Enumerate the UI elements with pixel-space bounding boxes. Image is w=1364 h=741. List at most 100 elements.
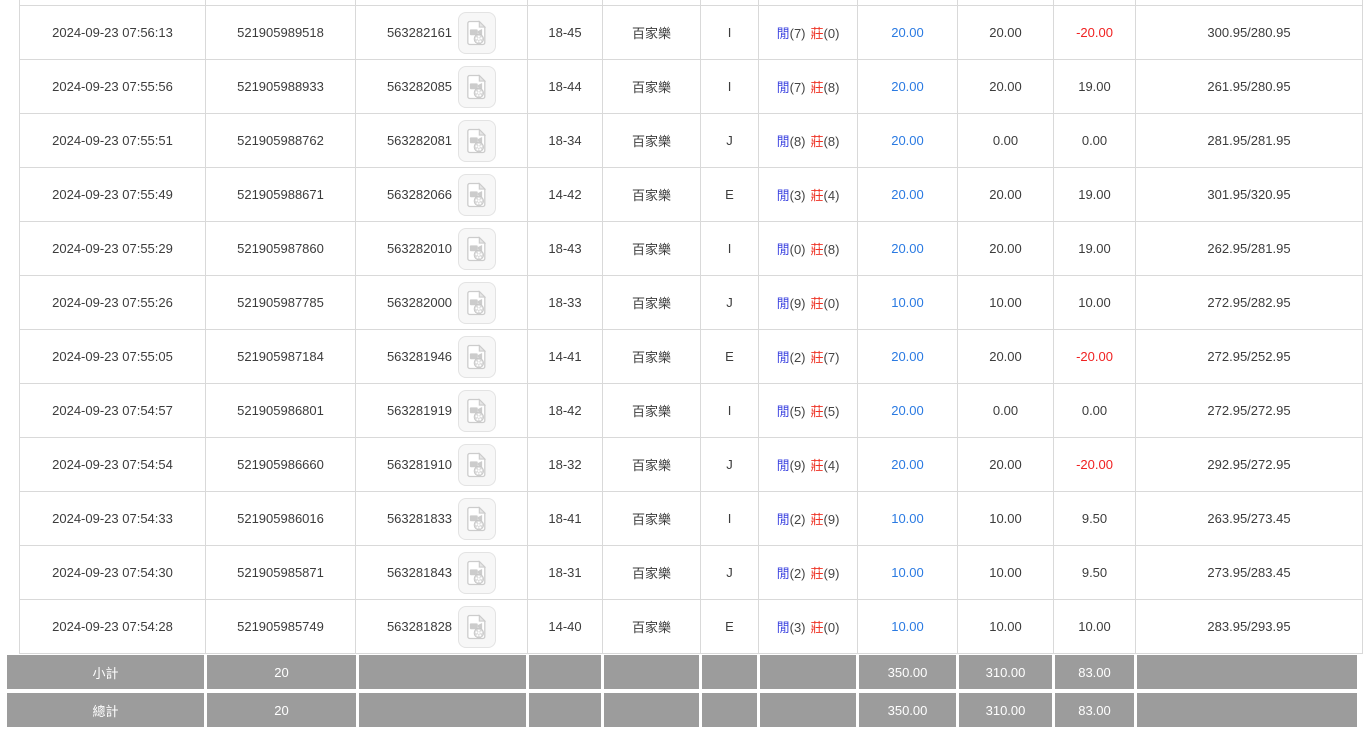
player-result-label: 閒 bbox=[776, 296, 790, 311]
game-name-cell: 百家樂 bbox=[602, 275, 701, 330]
game-name-cell: 百家樂 bbox=[602, 383, 701, 438]
video-replay-button[interactable] bbox=[458, 281, 497, 324]
video-replay-button[interactable] bbox=[458, 497, 497, 540]
banker-score: (8) bbox=[823, 80, 840, 95]
game-name-cell: 百家樂 bbox=[602, 437, 701, 492]
valid-bet-cell: 10.00 bbox=[957, 491, 1054, 546]
shoe-round-cell: 18-31 bbox=[527, 545, 603, 600]
banker-score: (0) bbox=[823, 620, 840, 635]
table-letter-cell: J bbox=[700, 545, 759, 600]
table-letter-cell: J bbox=[700, 275, 759, 330]
round-id: 563282000 bbox=[386, 295, 453, 310]
video-replay-button[interactable] bbox=[458, 443, 497, 486]
banker-score: (9) bbox=[823, 512, 840, 527]
round-cell: 563281828 bbox=[355, 599, 528, 654]
order-id-cell: 521905988762 bbox=[205, 113, 356, 168]
valid-bet-cell: 10.00 bbox=[957, 599, 1054, 654]
total-win-loss-total: 83.00 bbox=[1055, 693, 1134, 727]
bet-time-cell: 2024-09-23 07:55:49 bbox=[19, 167, 206, 222]
video-replay-button[interactable] bbox=[458, 119, 497, 162]
game-name-cell: 百家樂 bbox=[602, 113, 701, 168]
subtotal-bet-total: 350.00 bbox=[859, 655, 956, 689]
shoe-round-cell: 14-40 bbox=[527, 599, 603, 654]
bet-time-cell: 2024-09-23 07:54:30 bbox=[19, 545, 206, 600]
valid-bet-cell: 20.00 bbox=[957, 221, 1054, 276]
bet-time-cell: 2024-09-23 07:55:05 bbox=[19, 329, 206, 384]
table-row: 2024-09-23 07:54:33 521905986016 5632818… bbox=[19, 491, 1363, 546]
balance-cell: 261.95/280.95 bbox=[1135, 59, 1363, 114]
valid-bet-cell: 20.00 bbox=[957, 59, 1054, 114]
table-row: 2024-09-23 07:55:56 521905988933 5632820… bbox=[19, 59, 1363, 114]
total-empty-cell bbox=[604, 693, 699, 727]
player-result-label: 閒 bbox=[776, 620, 790, 635]
table-letter-cell: I bbox=[700, 221, 759, 276]
game-name-cell: 百家樂 bbox=[602, 491, 701, 546]
result-cell: 閒(3) 莊(0) bbox=[758, 599, 858, 654]
video-file-icon bbox=[467, 397, 487, 423]
round-id: 563282081 bbox=[386, 133, 453, 148]
video-replay-button[interactable] bbox=[458, 227, 497, 270]
order-id-cell: 521905988671 bbox=[205, 167, 356, 222]
player-score: (7) bbox=[789, 80, 806, 95]
shoe-round-cell: 18-41 bbox=[527, 491, 603, 546]
player-score: (7) bbox=[789, 26, 806, 41]
player-result-label: 閒 bbox=[776, 188, 790, 203]
game-name-cell: 百家樂 bbox=[602, 545, 701, 600]
player-result-label: 閒 bbox=[776, 134, 790, 149]
total-row: 總計 20 350.00 310.00 83.00 bbox=[7, 693, 1357, 727]
win-loss-cell: 10.00 bbox=[1053, 275, 1136, 330]
video-replay-button[interactable] bbox=[458, 389, 497, 432]
banker-score: (8) bbox=[823, 134, 840, 149]
table-row: 2024-09-23 07:55:26 521905987785 5632820… bbox=[19, 275, 1363, 330]
total-count: 20 bbox=[207, 693, 356, 727]
result-cell: 閒(5) 莊(5) bbox=[758, 383, 858, 438]
bet-time-cell: 2024-09-23 07:55:56 bbox=[19, 59, 206, 114]
player-score: (8) bbox=[789, 134, 806, 149]
balance-cell: 262.95/281.95 bbox=[1135, 221, 1363, 276]
player-result-label: 閒 bbox=[776, 242, 790, 257]
player-score: (2) bbox=[789, 566, 806, 581]
round-id: 563282161 bbox=[386, 25, 453, 40]
banker-result-label: 莊 bbox=[810, 242, 824, 257]
banker-result-label: 莊 bbox=[810, 296, 824, 311]
round-cell: 563281919 bbox=[355, 383, 528, 438]
video-replay-button[interactable] bbox=[458, 11, 497, 54]
round-id: 563281910 bbox=[386, 457, 453, 472]
win-loss-cell: 19.00 bbox=[1053, 167, 1136, 222]
table-row: 2024-09-23 07:54:28 521905985749 5632818… bbox=[19, 599, 1363, 654]
result-cell: 閒(3) 莊(4) bbox=[758, 167, 858, 222]
round-id: 563281833 bbox=[386, 511, 453, 526]
subtotal-empty-cell bbox=[529, 655, 601, 689]
subtotal-empty-cell bbox=[359, 655, 526, 689]
total-empty-cell bbox=[1137, 693, 1357, 727]
table-row: 2024-09-23 07:54:57 521905986801 5632819… bbox=[19, 383, 1363, 438]
video-replay-button[interactable] bbox=[458, 335, 497, 378]
table-letter-cell: E bbox=[700, 167, 759, 222]
total-empty-cell bbox=[529, 693, 601, 727]
bet-time-cell: 2024-09-23 07:55:51 bbox=[19, 113, 206, 168]
result-cell: 閒(0) 莊(8) bbox=[758, 221, 858, 276]
video-replay-button[interactable] bbox=[458, 551, 497, 594]
round-cell: 563282081 bbox=[355, 113, 528, 168]
video-replay-button[interactable] bbox=[458, 65, 497, 108]
round-id: 563281828 bbox=[386, 619, 453, 634]
video-replay-button[interactable] bbox=[458, 173, 497, 216]
table-letter-cell: J bbox=[700, 113, 759, 168]
order-id-cell: 521905986660 bbox=[205, 437, 356, 492]
video-replay-button[interactable] bbox=[458, 605, 497, 648]
win-loss-cell: 19.00 bbox=[1053, 59, 1136, 114]
banker-score: (4) bbox=[823, 188, 840, 203]
banker-result-label: 莊 bbox=[810, 620, 824, 635]
valid-bet-cell: 0.00 bbox=[957, 383, 1054, 438]
table-row: 2024-09-23 07:55:29 521905987860 5632820… bbox=[19, 221, 1363, 276]
banker-result-label: 莊 bbox=[810, 134, 824, 149]
valid-bet-cell: 20.00 bbox=[957, 437, 1054, 492]
bet-time-cell: 2024-09-23 07:56:13 bbox=[19, 5, 206, 60]
total-label: 總計 bbox=[7, 693, 204, 727]
table-row: 2024-09-23 07:54:54 521905986660 5632819… bbox=[19, 437, 1363, 492]
banker-score: (7) bbox=[823, 350, 840, 365]
banker-result-label: 莊 bbox=[810, 512, 824, 527]
win-loss-cell: 0.00 bbox=[1053, 383, 1136, 438]
shoe-round-cell: 18-43 bbox=[527, 221, 603, 276]
